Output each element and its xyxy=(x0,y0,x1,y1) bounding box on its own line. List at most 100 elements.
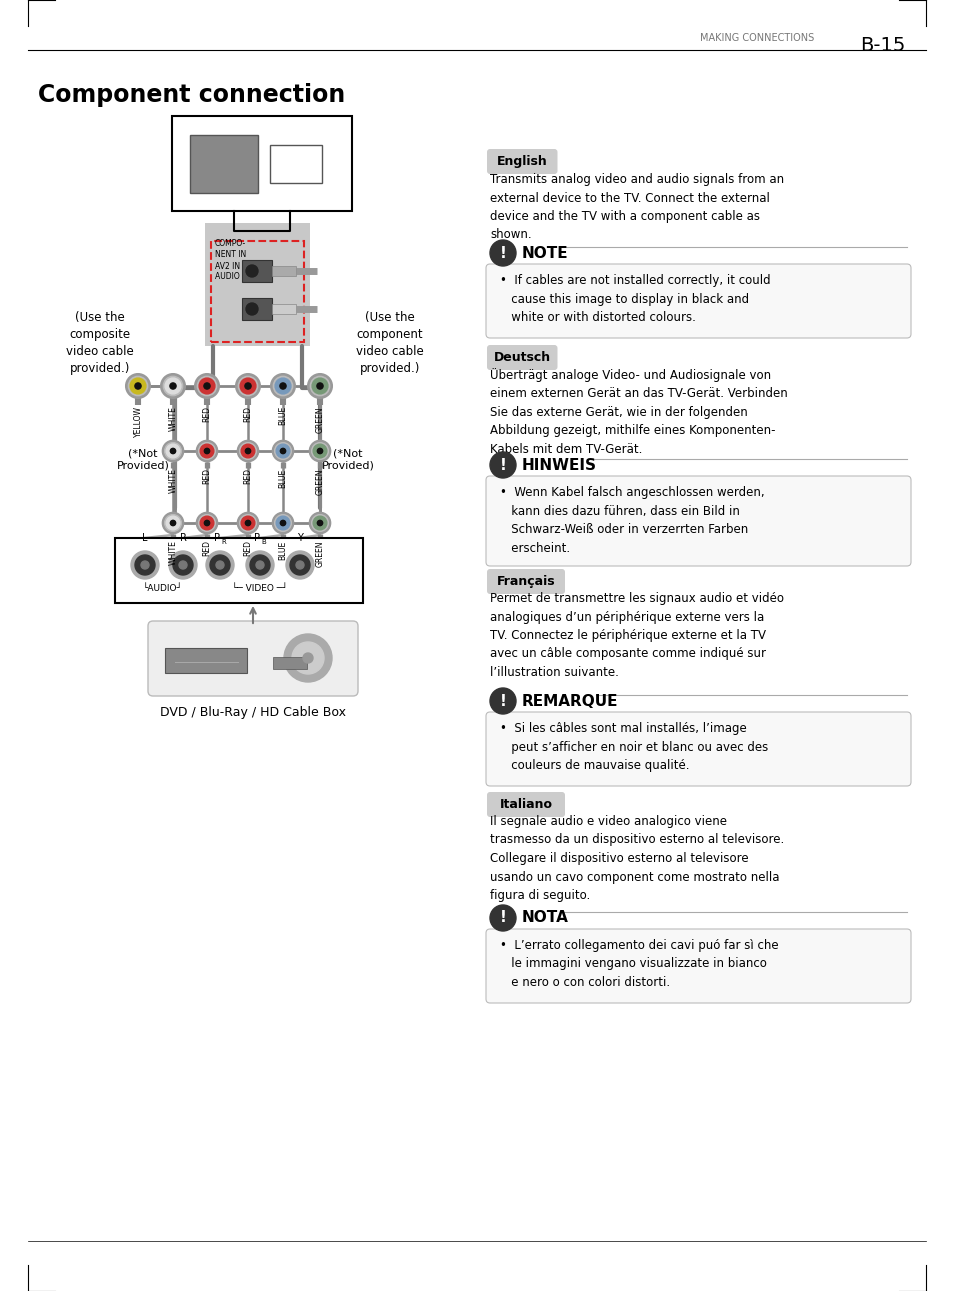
Text: Il segnale audio e video analogico viene
trasmesso da un dispositivo esterno al : Il segnale audio e video analogico viene… xyxy=(490,815,783,902)
Circle shape xyxy=(239,443,256,460)
Circle shape xyxy=(166,516,180,529)
Circle shape xyxy=(312,378,328,394)
Circle shape xyxy=(134,383,141,389)
Circle shape xyxy=(246,265,257,278)
Circle shape xyxy=(170,383,176,389)
Text: R: R xyxy=(179,533,186,544)
Circle shape xyxy=(295,562,304,569)
Text: Transmits analog video and audio signals from an
external device to the TV. Conn: Transmits analog video and audio signals… xyxy=(490,173,783,241)
Text: P: P xyxy=(253,533,260,544)
Circle shape xyxy=(255,562,264,569)
Circle shape xyxy=(313,516,327,529)
Text: GREEN: GREEN xyxy=(315,407,324,432)
Text: (*Not
Provided): (*Not Provided) xyxy=(321,448,374,470)
Circle shape xyxy=(317,448,322,453)
Circle shape xyxy=(245,383,251,389)
Circle shape xyxy=(162,513,183,533)
Bar xyxy=(172,116,352,210)
Circle shape xyxy=(250,555,270,574)
Circle shape xyxy=(312,515,328,532)
Text: (Use the
component
video cable
provided.): (Use the component video cable provided.… xyxy=(355,311,423,374)
Circle shape xyxy=(237,440,258,462)
Text: English: English xyxy=(497,155,547,168)
Text: RED: RED xyxy=(202,469,212,484)
Text: !: ! xyxy=(499,457,506,473)
Text: RED: RED xyxy=(243,541,253,556)
Circle shape xyxy=(196,440,217,462)
Circle shape xyxy=(215,562,224,569)
Text: └─ VIDEO ─┘: └─ VIDEO ─┘ xyxy=(232,584,288,593)
Circle shape xyxy=(286,551,314,578)
Circle shape xyxy=(130,378,146,394)
Circle shape xyxy=(160,373,185,399)
Circle shape xyxy=(198,443,215,460)
Circle shape xyxy=(239,515,256,532)
Text: Y: Y xyxy=(296,533,303,544)
Text: •  If cables are not installed correctly, it could
   cause this image to displa: • If cables are not installed correctly,… xyxy=(499,274,770,324)
Circle shape xyxy=(171,520,175,525)
Circle shape xyxy=(490,452,516,478)
Bar xyxy=(205,223,310,346)
Circle shape xyxy=(490,688,516,714)
Circle shape xyxy=(204,520,210,525)
Text: GREEN: GREEN xyxy=(315,469,324,494)
Circle shape xyxy=(200,516,213,529)
Text: RED: RED xyxy=(243,407,253,422)
Text: MAKING CONNECTIONS: MAKING CONNECTIONS xyxy=(700,34,814,43)
Text: WHITE: WHITE xyxy=(169,407,177,431)
Bar xyxy=(272,303,295,314)
Circle shape xyxy=(165,515,181,532)
FancyBboxPatch shape xyxy=(485,930,910,1003)
FancyBboxPatch shape xyxy=(485,263,910,338)
Circle shape xyxy=(284,634,332,682)
Circle shape xyxy=(204,448,210,453)
Circle shape xyxy=(206,551,233,578)
Text: Français: Français xyxy=(497,574,555,587)
Text: (*Not
Provided): (*Not Provided) xyxy=(116,448,170,470)
Circle shape xyxy=(141,562,149,569)
FancyBboxPatch shape xyxy=(486,569,564,594)
Text: WHITE: WHITE xyxy=(169,469,177,493)
Text: Component connection: Component connection xyxy=(38,83,345,107)
Circle shape xyxy=(272,440,294,462)
FancyBboxPatch shape xyxy=(486,148,557,174)
Text: P: P xyxy=(213,533,220,544)
Bar xyxy=(270,145,322,183)
Circle shape xyxy=(309,513,331,533)
Circle shape xyxy=(279,383,286,389)
Circle shape xyxy=(197,376,216,395)
Circle shape xyxy=(246,303,257,315)
Circle shape xyxy=(200,444,213,458)
Text: !: ! xyxy=(499,693,506,709)
Circle shape xyxy=(162,440,183,462)
Text: Italiano: Italiano xyxy=(499,798,552,811)
Text: DVD / Blu-Ray / HD Cable Box: DVD / Blu-Ray / HD Cable Box xyxy=(160,706,346,719)
Circle shape xyxy=(272,513,294,533)
Text: BLUE: BLUE xyxy=(278,407,287,426)
Bar xyxy=(190,136,257,192)
Text: L: L xyxy=(142,533,148,544)
Circle shape xyxy=(245,520,251,525)
Text: B: B xyxy=(261,540,266,545)
Circle shape xyxy=(275,516,290,529)
Bar xyxy=(242,298,272,320)
Circle shape xyxy=(274,443,291,460)
Circle shape xyxy=(129,376,148,395)
Text: BLUE: BLUE xyxy=(278,541,287,560)
Text: R: R xyxy=(221,540,226,545)
FancyBboxPatch shape xyxy=(148,621,357,696)
Text: RED: RED xyxy=(243,469,253,484)
Circle shape xyxy=(316,383,323,389)
Circle shape xyxy=(241,516,254,529)
Circle shape xyxy=(204,383,210,389)
Circle shape xyxy=(126,373,151,399)
Circle shape xyxy=(490,240,516,266)
Circle shape xyxy=(171,448,175,453)
Text: REMARQUE: REMARQUE xyxy=(521,693,618,709)
Circle shape xyxy=(308,373,332,399)
Circle shape xyxy=(169,551,196,578)
Circle shape xyxy=(275,444,290,458)
Circle shape xyxy=(237,513,258,533)
Circle shape xyxy=(246,551,274,578)
Circle shape xyxy=(238,376,257,395)
